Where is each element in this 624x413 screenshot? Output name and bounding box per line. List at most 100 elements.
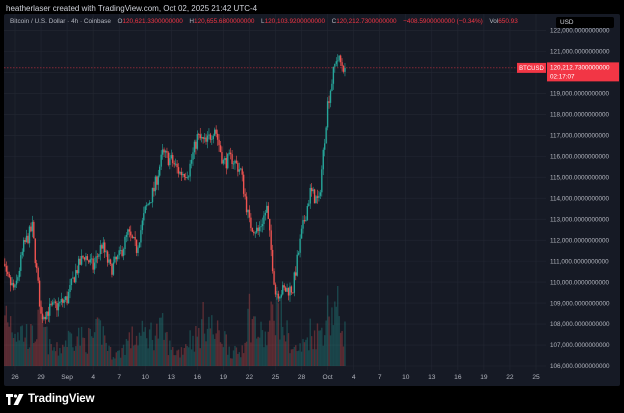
x-tick-label: 10 (142, 374, 150, 381)
chart-pane[interactable]: 106,000.0000000000 107,000.0000000000 108,… (4, 14, 620, 386)
open-value: 120,621.3300000000 (122, 18, 183, 25)
volume-bar (53, 347, 55, 366)
candle-body (67, 291, 70, 304)
candle-body (53, 301, 55, 303)
candle-body (88, 260, 90, 263)
volume-bar (250, 342, 252, 366)
candle-body (91, 258, 93, 260)
volume-bar (169, 340, 171, 366)
volume-bar (153, 350, 155, 366)
x-tick-label: 29 (37, 374, 45, 381)
candle-body (303, 220, 306, 222)
y-tick-label: 111,000.0000000000 (550, 258, 609, 265)
candle-body (218, 139, 220, 146)
volume-bar (238, 352, 241, 366)
candle-body (284, 287, 287, 292)
volume-bar (261, 330, 264, 366)
candle-body (49, 303, 51, 316)
candle-body (31, 221, 34, 232)
volume-bar (203, 333, 206, 366)
volume-bar (28, 347, 31, 366)
volume-bar (296, 351, 298, 366)
candle-body (203, 137, 206, 139)
volume-bar (75, 346, 77, 366)
candle-body (173, 163, 175, 165)
candle-body (77, 258, 80, 274)
volume-bar (334, 301, 336, 366)
volume-bar (106, 350, 109, 366)
candle-body (212, 135, 214, 140)
candle-body (73, 277, 76, 283)
volume-bar (118, 350, 120, 366)
y-tick-label: 107,000.0000000000 (550, 342, 610, 349)
candle-body (160, 154, 162, 167)
volume-bar (37, 309, 39, 366)
candle-body (282, 285, 284, 295)
candle-body (20, 255, 22, 271)
last-price-label: 120,212.7300000000 (550, 65, 610, 72)
candle-body (28, 226, 31, 244)
candle-body (324, 143, 326, 150)
change-value: −408.5900000000 (−0.34%) (403, 18, 483, 25)
tradingview-logo[interactable]: TradingView (6, 392, 95, 406)
volume-bar (283, 335, 285, 366)
volume-bar (98, 318, 100, 366)
candle-body (264, 212, 267, 216)
candle-body (44, 316, 47, 320)
volume-bar (180, 347, 183, 366)
volume-bar (144, 327, 146, 366)
volume-bar (24, 337, 26, 366)
price-chart[interactable]: 106,000.0000000000 107,000.0000000000 108,… (4, 14, 620, 386)
volume-bar (145, 338, 148, 366)
volume-bar (143, 331, 145, 366)
high-label: H (189, 18, 195, 25)
volume-bar (83, 337, 86, 366)
volume-bar (156, 323, 158, 366)
volume-bar (344, 321, 346, 366)
candle-body (163, 149, 165, 153)
volume-bar (270, 301, 272, 366)
volume-bar (280, 296, 282, 366)
candle-body (27, 235, 29, 244)
candle-body (192, 152, 194, 160)
volume-bar (69, 332, 71, 366)
volume-bar (260, 321, 262, 366)
candle-body (9, 277, 12, 286)
candle-body (86, 256, 89, 261)
volume-bar (282, 326, 284, 366)
volume-bar (321, 327, 323, 366)
candle-body (316, 196, 319, 198)
volume-bar (15, 341, 18, 366)
volume-bar (328, 316, 330, 366)
candle-body (64, 296, 67, 301)
currency-button[interactable]: USD (556, 17, 614, 28)
volume-bar (59, 347, 61, 366)
candle-body (269, 218, 271, 231)
candle-body (51, 302, 54, 305)
candle-body (38, 280, 41, 307)
candle-body (209, 134, 212, 140)
candle-body (36, 263, 38, 269)
volume-bar (91, 336, 93, 366)
x-tick-label: 7 (117, 374, 121, 381)
volume-bar (271, 304, 274, 366)
x-tick-label: 19 (220, 374, 228, 381)
volume-bar (147, 348, 149, 366)
candle-body (296, 254, 298, 276)
candle-body (273, 271, 275, 285)
x-tick-label: Sep (61, 374, 73, 381)
candle-body (156, 176, 158, 185)
volume-bar (186, 346, 188, 366)
candle-body (187, 176, 190, 178)
volume-bar (318, 330, 320, 366)
volume-bar (4, 315, 6, 366)
volume-bar (290, 349, 293, 366)
candle-body (130, 231, 132, 236)
candle-body (263, 215, 265, 225)
candle-body (22, 239, 25, 252)
volume-bar (173, 355, 175, 366)
volume-bar (114, 358, 116, 366)
volume-bar (88, 327, 90, 366)
candle-body (253, 231, 255, 234)
volume-bar (325, 320, 327, 366)
